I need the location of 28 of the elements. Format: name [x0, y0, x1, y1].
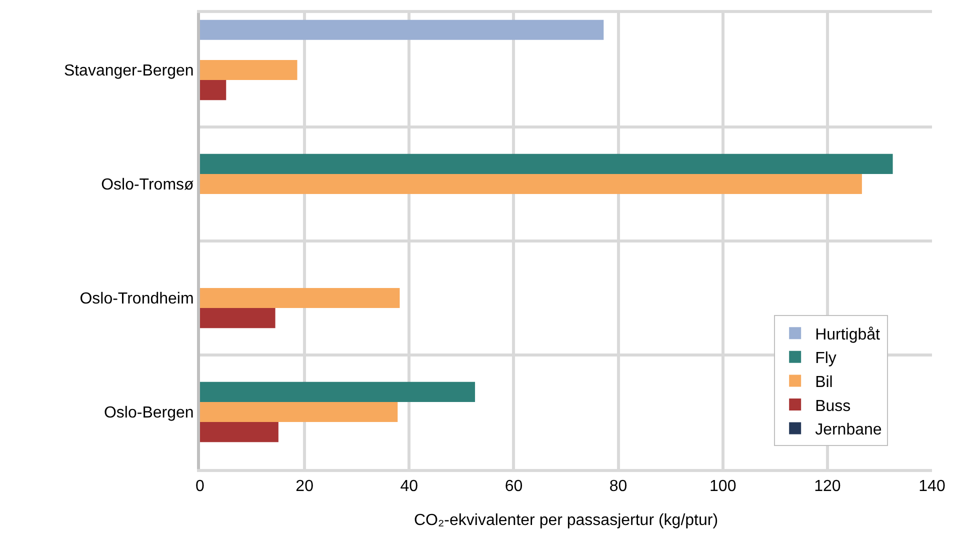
x-tick-label: 20 [296, 478, 314, 496]
x-tick-label: 100 [710, 478, 736, 496]
legend-label: Hurtigbåt [815, 326, 881, 344]
y-tick-label: Oslo-Tromsø [101, 176, 194, 194]
legend-label: Bil [815, 374, 833, 391]
y-tick-label: Stavanger-Bergen [64, 62, 194, 80]
legend-label: Jernbane [815, 422, 882, 439]
x-tick-label: 0 [196, 478, 205, 496]
legend-label: Fly [815, 350, 836, 368]
bar [200, 20, 604, 40]
bar [200, 80, 226, 100]
x-axis-title: CO₂-ekvivalenter per passasjertur (kg/ptur) [414, 512, 718, 529]
bar [200, 422, 278, 442]
bar [200, 60, 298, 80]
y-tick-label: Oslo-Bergen [104, 404, 194, 422]
x-tick-label: 40 [400, 478, 418, 496]
x-tick-label: 80 [609, 478, 628, 496]
x-tick-label: 140 [918, 478, 946, 496]
bar [200, 402, 398, 422]
bar [200, 308, 276, 328]
legend-label: Buss [815, 398, 851, 415]
bar [200, 174, 862, 194]
y-tick-label: Oslo-Trondheim [80, 290, 194, 308]
x-tick-label: 120 [814, 478, 841, 496]
bar [200, 382, 476, 402]
x-tick-label: 60 [504, 478, 523, 496]
bar [200, 288, 400, 308]
bar [200, 154, 893, 174]
